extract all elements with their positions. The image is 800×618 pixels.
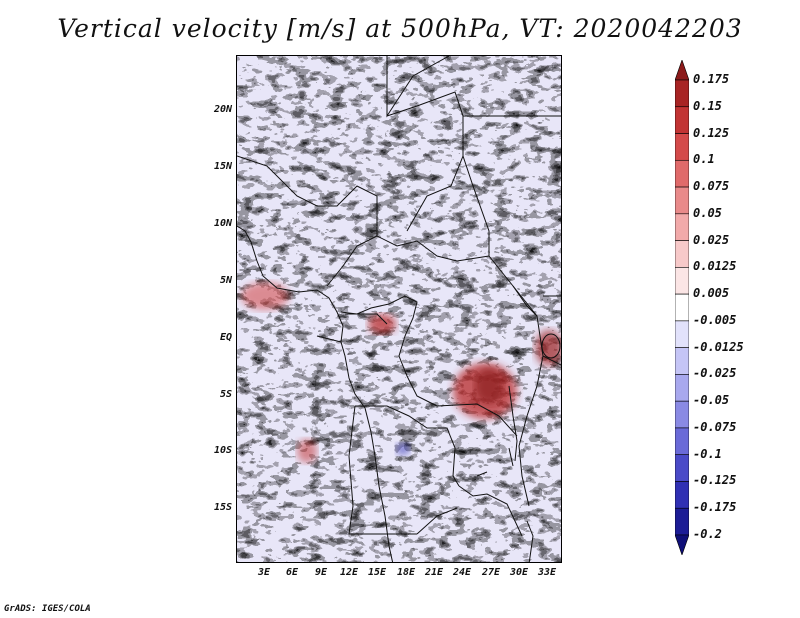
map-plot-area: [236, 55, 562, 563]
velocity-field: [237, 56, 561, 562]
colorbar-label: -0.05: [693, 393, 730, 408]
colorbar-cell: [675, 106, 689, 134]
lon-label: 12E: [339, 567, 359, 578]
colorbar-cell: [675, 133, 689, 161]
lat-label: 10S: [213, 445, 232, 456]
lon-label: 3E: [257, 567, 271, 578]
colorbar-cell: [675, 320, 689, 348]
colorbar-label: 0.05: [693, 205, 722, 220]
colorbar-cell: [675, 159, 689, 188]
colorbar-label: -0.2: [693, 527, 722, 541]
lat-label: 15N: [213, 161, 232, 172]
colorbar-cell: [675, 400, 689, 429]
colorbar-label: 0.125: [693, 125, 730, 140]
colorbar-cell: [675, 240, 689, 268]
colorbar-cell: [675, 534, 689, 555]
colorbar-label: -0.175: [693, 500, 737, 515]
lon-label: 30E: [509, 567, 529, 578]
colorbar-label: 0.175: [693, 72, 730, 86]
lon-label: 21E: [424, 567, 444, 578]
colorbar-cell: [675, 186, 689, 215]
lat-label: 5S: [219, 389, 232, 400]
colorbar-cell: [675, 507, 689, 536]
colorbar-label: -0.125: [693, 473, 737, 488]
lon-label: 6E: [285, 567, 299, 578]
lon-label: 18E: [396, 567, 416, 578]
colorbar-label: 0.15: [693, 98, 722, 113]
colorbar-cell: [675, 60, 689, 81]
colorbar: [675, 60, 689, 555]
lon-label: 27E: [481, 567, 501, 578]
colorbar-cell: [675, 374, 689, 402]
colorbar-label: -0.075: [693, 419, 737, 434]
colorbar-cell: [675, 347, 689, 375]
colorbar-cell: [675, 454, 689, 482]
colorbar-cell: [675, 213, 689, 241]
grads-credit: GrADS: IGES/COLA: [4, 604, 91, 614]
lat-label: 10N: [213, 218, 232, 229]
lat-label: 15S: [213, 502, 232, 513]
colorbar-label: -0.0125: [693, 339, 744, 354]
chart-title: Vertical velocity [m/s] at 500hPa, VT: 2…: [57, 14, 743, 43]
colorbar-label: -0.005: [693, 312, 737, 327]
colorbar-label: 0.075: [693, 179, 730, 194]
colorbar-cell: [675, 267, 689, 295]
colorbar-label: 0.1: [693, 152, 715, 167]
lat-label: EQ: [219, 332, 232, 343]
lon-label: 9E: [314, 567, 328, 578]
lon-label: 33E: [537, 567, 557, 578]
colorbar-cell: [675, 481, 689, 509]
lon-label: 15E: [367, 567, 387, 578]
colorbar-cell: [675, 427, 689, 456]
colorbar-label: -0.1: [693, 446, 722, 461]
lat-label: 20N: [213, 104, 232, 115]
colorbar-label: 0.025: [693, 232, 730, 247]
colorbar-label: -0.025: [693, 366, 737, 381]
lon-label: 24E: [452, 567, 472, 578]
lat-label: 5N: [219, 275, 232, 286]
colorbar-label: 0.0125: [693, 259, 737, 274]
colorbar-cell: [675, 293, 689, 322]
colorbar-cell: [675, 79, 689, 108]
colorbar-label: 0.005: [693, 286, 730, 301]
coastlines-and-borders: [237, 56, 561, 562]
